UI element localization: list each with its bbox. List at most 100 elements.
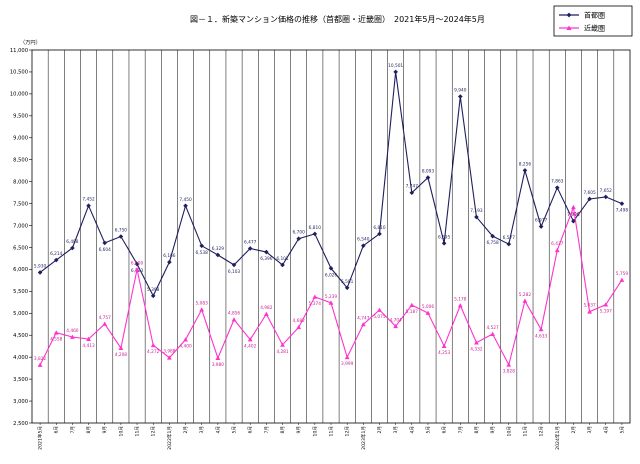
x-tick-label: 9月 (296, 426, 302, 434)
legend-box (553, 5, 633, 37)
data-point-shutoken (474, 214, 479, 220)
y-tick-label: 4,000 (13, 355, 28, 361)
data-label-shutoken: 5,581 (341, 279, 354, 285)
x-tick-label: 4月 (409, 426, 415, 434)
x-tick-label: 10月 (118, 426, 124, 436)
data-point-kinki (215, 355, 221, 360)
data-label-kinki: 4,413 (82, 343, 95, 349)
data-label-shutoken: 6,101 (276, 256, 289, 262)
data-point-shutoken (102, 240, 108, 246)
data-label-kinki: 6,437 (551, 241, 564, 247)
data-point-shutoken (37, 270, 43, 275)
y-tick-label: 11,000 (10, 48, 28, 54)
data-label-shutoken: 6,977 (535, 218, 548, 224)
x-tick-label: 5月 (619, 426, 625, 434)
data-point-kinki (587, 309, 592, 314)
data-label-kinki: 4,281 (276, 349, 289, 355)
data-label-kinki: 5,083 (196, 301, 209, 307)
data-label-kinki: 4,253 (438, 350, 451, 356)
data-label-kinki: 4,402 (244, 344, 257, 350)
data-point-shutoken (53, 257, 59, 263)
y-tick-label: 10,500 (10, 70, 28, 76)
data-label-shutoken: 10,501 (388, 63, 403, 69)
data-point-shutoken (247, 246, 253, 251)
data-label-shutoken: 6,488 (66, 239, 79, 245)
legend-label-kinki: 近畿圏 (584, 24, 605, 33)
y-tick-label: 9,500 (13, 114, 28, 120)
data-point-shutoken (619, 201, 625, 206)
data-point-shutoken (199, 243, 205, 249)
data-point-kinki (134, 267, 140, 272)
data-point-kinki (571, 204, 576, 210)
data-label-kinki: 4,332 (470, 347, 483, 353)
data-point-shutoken (554, 185, 560, 190)
plot-area: 2,500 3,000 3,500 4,000 4,500 5,000 5,500 6,000… (10, 48, 631, 450)
x-tick-label: 3月 (199, 426, 205, 434)
data-label-kinki: 3,828 (503, 369, 516, 375)
data-label-kinki: 7,416 (567, 211, 580, 217)
data-point-shutoken (425, 175, 431, 180)
data-label-shutoken: 8,093 (422, 169, 435, 175)
data-point-shutoken (587, 196, 592, 202)
data-label-shutoken: 6,538 (196, 250, 209, 256)
plot-frame (31, 49, 631, 424)
data-point-shutoken (183, 203, 188, 209)
data-label-shutoken: 6,396 (260, 256, 273, 262)
legend-label-shutoken: 首都圏 (584, 11, 605, 20)
x-tick-label: 2024年1月 (554, 426, 561, 450)
x-tick-label: 2023年1月 (360, 426, 367, 450)
data-label-shutoken: 6,026 (325, 272, 338, 278)
data-label-shutoken: 7,098 (567, 212, 580, 218)
x-tick-label: 2月 (571, 426, 577, 434)
data-point-kinki (490, 331, 496, 336)
chart-title: 図－１．新築マンション価格の推移（首都圏・近畿圏） 2021年5月～2024年5… (190, 14, 485, 24)
y-tick-label: 6,500 (13, 245, 28, 251)
y-tick-label: 5,000 (13, 311, 28, 317)
data-point-kinki (360, 321, 366, 327)
data-label-kinki: 5,374 (309, 301, 322, 307)
y-tick-label: 10,000 (10, 92, 28, 98)
data-point-kinki (619, 277, 625, 282)
x-tick-label: 8月 (280, 426, 286, 434)
data-label-shutoken: 6,604 (99, 247, 112, 253)
data-point-kinki (53, 330, 59, 335)
data-label-shutoken: 7,452 (82, 197, 95, 203)
data-point-kinki (183, 337, 188, 342)
data-label-kinki: 5,075 (373, 314, 386, 320)
x-tick-label: 12月 (345, 426, 351, 436)
data-point-kinki (522, 298, 528, 303)
x-tick-label: 12月 (539, 426, 545, 436)
data-point-shutoken (264, 249, 269, 255)
data-point-kinki (166, 355, 172, 360)
data-point-kinki (86, 336, 91, 341)
x-tick-label: 10月 (312, 426, 318, 436)
legend-marker-shutoken (566, 12, 572, 18)
y-tick-label: 7,000 (13, 223, 28, 229)
data-label-kinki: 4,757 (99, 315, 112, 321)
data-label-shutoken: 6,700 (293, 230, 306, 236)
data-point-shutoken (409, 190, 415, 196)
data-point-shutoken (312, 231, 318, 237)
data-point-kinki (280, 342, 285, 347)
data-label-kinki: 4,982 (260, 305, 273, 311)
data-point-shutoken (522, 168, 528, 173)
data-label-shutoken: 9,940 (454, 88, 467, 94)
data-point-shutoken (393, 69, 398, 75)
x-tick-label: 8月 (86, 426, 92, 434)
x-tick-label: 9月 (490, 426, 496, 434)
data-label-kinki: 6,000 (131, 260, 144, 266)
x-tick-label: 2月 (183, 426, 189, 434)
y-tick-label: 3,500 (13, 377, 28, 383)
data-point-kinki (199, 307, 205, 312)
data-label-kinki: 3,999 (341, 361, 354, 367)
data-point-shutoken (457, 94, 463, 99)
data-label-kinki: 4,527 (486, 325, 499, 331)
data-label-shutoken: 6,810 (373, 225, 386, 231)
data-point-shutoken (490, 233, 495, 239)
data-label-shutoken: 7,605 (583, 190, 596, 196)
data-point-shutoken (86, 203, 91, 208)
data-point-kinki (441, 343, 447, 348)
data-point-kinki (37, 362, 43, 367)
data-label-shutoken: 5,398 (147, 287, 160, 293)
data-label-shutoken: 6,477 (244, 239, 257, 245)
